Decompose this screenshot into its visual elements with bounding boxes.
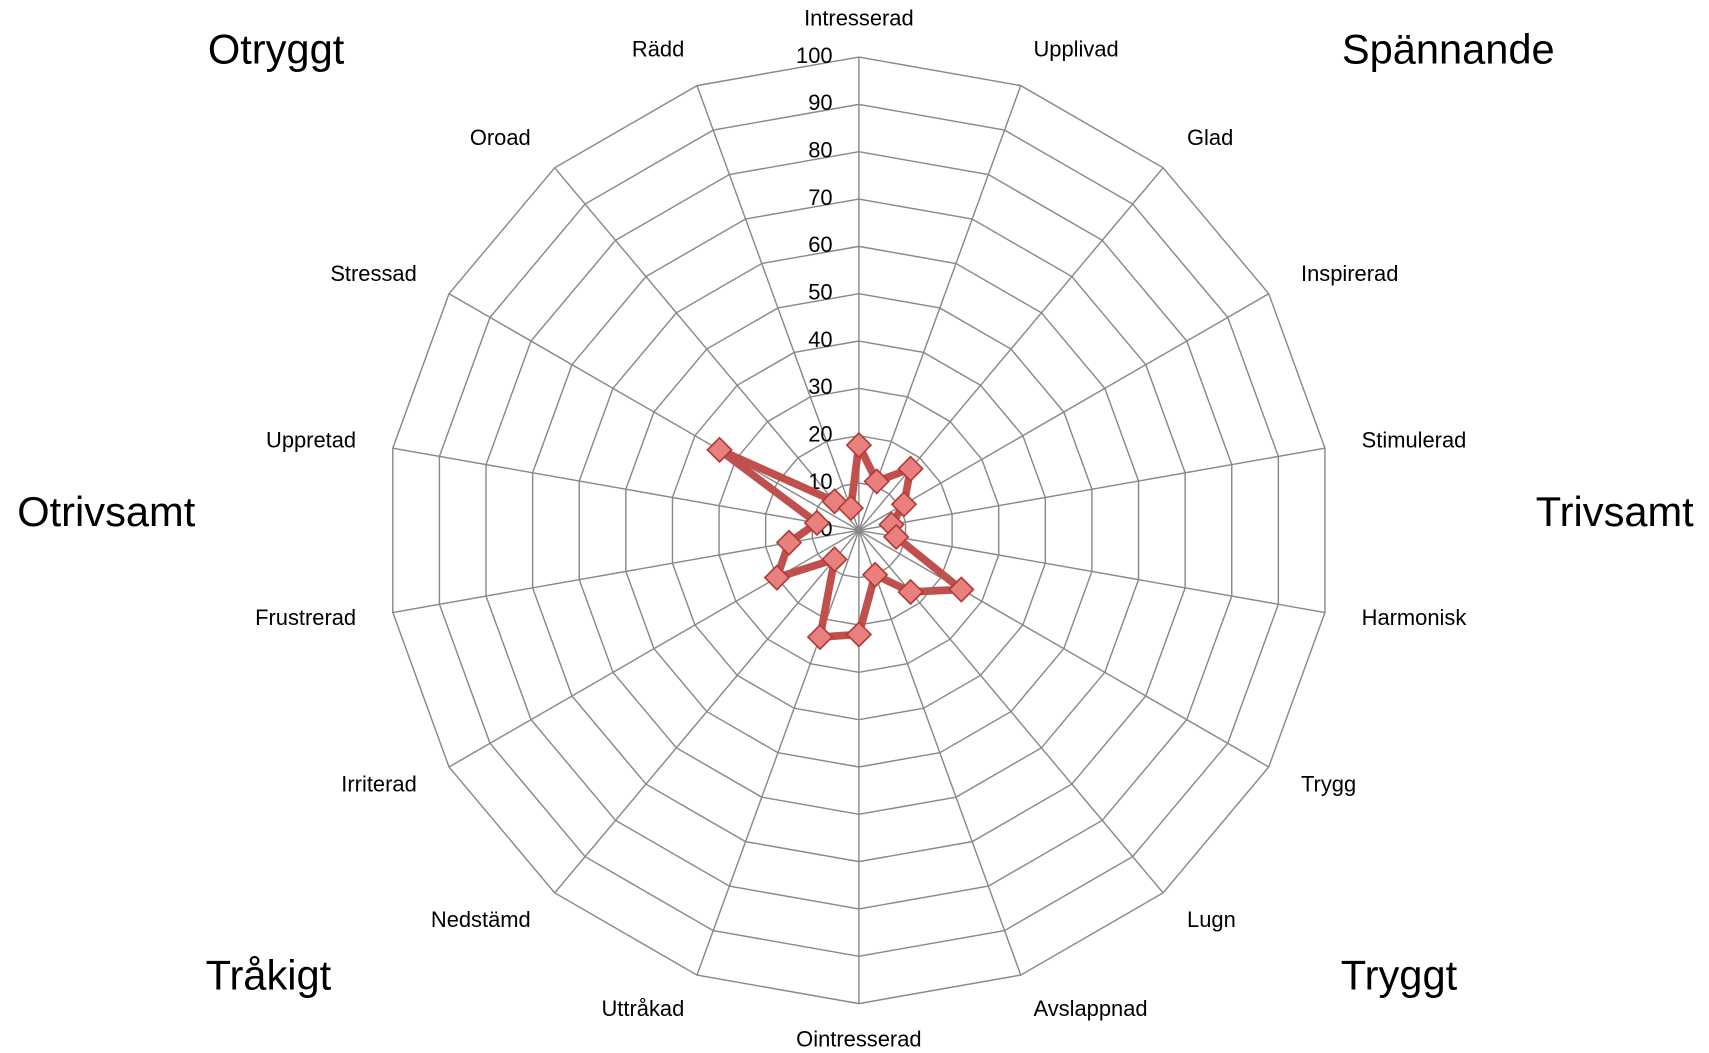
- spoke: [554, 167, 860, 531]
- category-label: Oroad: [470, 125, 531, 150]
- category-label: Stressad: [330, 261, 416, 286]
- marker: [948, 576, 975, 603]
- marker: [806, 623, 834, 651]
- category-label: Rädd: [632, 36, 684, 61]
- marker: [861, 561, 889, 589]
- category-label: Inspirerad: [1301, 261, 1398, 286]
- marker: [763, 564, 791, 591]
- quadrant-label: Otrivsamt: [17, 488, 195, 535]
- category-label: Nedstämd: [431, 907, 531, 932]
- category-label: Trygg: [1301, 771, 1356, 796]
- quadrant-label: Otryggt: [208, 26, 345, 73]
- spoke: [392, 447, 860, 532]
- marker: [837, 494, 865, 522]
- marker: [803, 509, 831, 537]
- marker: [897, 578, 924, 606]
- marker: [882, 523, 910, 551]
- r-tick-label: 90: [808, 90, 832, 115]
- quadrant-label: Tryggt: [1341, 951, 1458, 998]
- spoke: [448, 293, 860, 531]
- category-label: Uttråkad: [601, 996, 684, 1021]
- r-tick-label: 50: [808, 279, 832, 304]
- spoke: [858, 530, 1022, 976]
- spoke: [858, 447, 1326, 532]
- category-label: Irriterad: [341, 771, 416, 796]
- marker: [845, 431, 873, 459]
- spoke: [858, 293, 1270, 531]
- marker: [863, 468, 890, 495]
- spoke: [858, 529, 1326, 614]
- category-label: Intresserad: [804, 6, 914, 31]
- marker: [821, 546, 848, 573]
- spoke: [696, 85, 860, 531]
- category-label: Upplivad: [1033, 36, 1118, 61]
- category-label: Lugn: [1187, 907, 1236, 932]
- quadrant-label: Spännande: [1342, 26, 1555, 73]
- r-tick-label: 60: [808, 232, 832, 257]
- r-tick-label: 80: [808, 138, 832, 163]
- category-label: Glad: [1187, 125, 1233, 150]
- spoke: [554, 529, 860, 894]
- marker: [890, 491, 918, 518]
- r-tick-label: 40: [808, 327, 832, 352]
- r-tick-label: 30: [808, 374, 832, 399]
- r-tick-label: 20: [808, 421, 832, 446]
- spoke: [696, 530, 860, 976]
- spoke: [858, 529, 1270, 768]
- category-label: Uppretad: [266, 427, 356, 452]
- category-label: Harmonisk: [1362, 605, 1467, 630]
- marker: [706, 436, 733, 464]
- r-tick-label: 100: [796, 43, 833, 68]
- quadrant-label: Tråkigt: [206, 951, 332, 998]
- marker: [845, 621, 873, 648]
- category-label: Stimulerad: [1362, 427, 1467, 452]
- category-label: Ointresserad: [796, 1027, 921, 1052]
- r-tick-label: 70: [808, 185, 832, 210]
- category-label: Frustrerad: [255, 605, 356, 630]
- quadrant-label: Trivsamt: [1536, 488, 1694, 535]
- spoke: [858, 85, 1022, 531]
- marker: [897, 455, 924, 482]
- category-label: Avslappnad: [1033, 996, 1147, 1021]
- marker: [775, 529, 803, 556]
